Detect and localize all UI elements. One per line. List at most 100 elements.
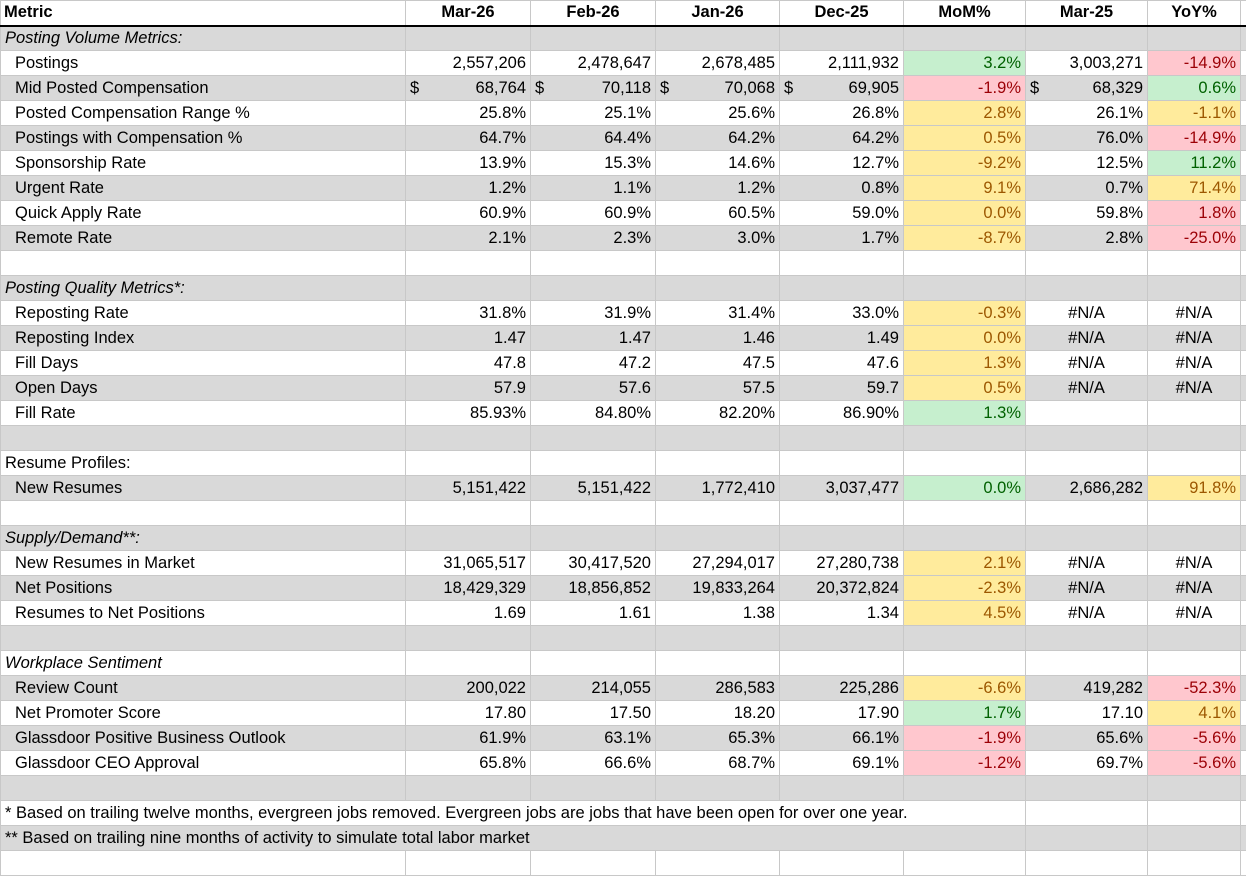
value-cell: 1.7%	[903, 700, 1026, 726]
value-cell: 31,065,517	[405, 550, 531, 576]
table-row: Glassdoor Positive Business Outlook 61.9%…	[0, 725, 1246, 751]
value-cell: 1.34	[779, 600, 904, 626]
metric-label: Net Positions	[0, 575, 406, 601]
currency-symbol: $	[535, 78, 545, 97]
empty-cell	[530, 850, 656, 876]
table-row: Urgent Rate 1.2% 1.1% 1.2% 0.8% 9.1% 0.7% 71.4%	[0, 175, 1246, 201]
value-cell: 64.7%	[405, 125, 531, 151]
empty-cell	[530, 500, 656, 526]
value-cell: -14.9%	[1147, 125, 1241, 151]
empty-cell	[1240, 600, 1246, 626]
value-text: 2.8%	[983, 103, 1021, 122]
table-row: Posting Volume Metrics:	[0, 25, 1246, 51]
value-cell: 0.7%	[1025, 175, 1148, 201]
table-row	[0, 850, 1246, 876]
value-text: 0.8%	[861, 178, 899, 197]
column-header: MoM%	[903, 0, 1026, 27]
value-cell: 60.5%	[655, 200, 780, 226]
value-cell: 64.2%	[779, 125, 904, 151]
value-text: 1.46	[742, 328, 775, 347]
value-cell: #N/A	[1147, 350, 1241, 376]
value-cell: 1.47	[405, 325, 531, 351]
empty-cell	[0, 500, 406, 526]
empty-cell	[1240, 225, 1246, 251]
value-text: 30,417,520	[568, 553, 651, 572]
value-text: 0.0%	[983, 478, 1021, 497]
value-text: 1.8%	[1198, 203, 1236, 222]
empty-cell	[1147, 250, 1241, 276]
value-cell: -25.0%	[1147, 225, 1241, 251]
empty-cell	[903, 425, 1026, 451]
value-text: -25.0%	[1183, 228, 1236, 247]
value-cell: 57.6	[530, 375, 656, 401]
value-cell: 0.0%	[903, 475, 1026, 501]
empty-cell	[1147, 825, 1241, 851]
value-text: 26.8%	[852, 103, 899, 122]
table-body: Posting Volume Metrics: Postings 2,557,206…	[0, 25, 1246, 876]
empty-cell	[1240, 700, 1246, 726]
empty-cell	[1240, 825, 1246, 851]
value-cell: 82.20%	[655, 400, 780, 426]
table-row: Open Days 57.9 57.6 57.5 59.7 0.5% #N/A #N/A	[0, 375, 1246, 401]
empty-cell	[1240, 50, 1246, 76]
value-cell: 1.46	[655, 325, 780, 351]
table-row: * Based on trailing twelve months, everg…	[0, 800, 1246, 826]
empty-cell	[1240, 250, 1246, 276]
value-cell: 18,429,329	[405, 575, 531, 601]
value-cell: -5.6%	[1147, 725, 1241, 751]
value-cell: 0.6%	[1147, 75, 1241, 101]
empty-cell	[1025, 425, 1148, 451]
empty-cell	[1025, 275, 1148, 301]
value-cell: 47.6	[779, 350, 904, 376]
value-cell: 1.69	[405, 600, 531, 626]
value-text: 225,286	[839, 678, 899, 697]
value-cell: -5.6%	[1147, 750, 1241, 776]
value-text: 60.9%	[604, 203, 651, 222]
value-cell: 0.8%	[779, 175, 904, 201]
empty-cell	[655, 25, 780, 51]
value-text: 68,329	[1092, 78, 1143, 97]
value-text: 1.49	[866, 328, 899, 347]
value-cell: 1.3%	[903, 350, 1026, 376]
column-header: Dec-25	[779, 0, 904, 27]
empty-cell	[779, 275, 904, 301]
value-cell: 66.6%	[530, 750, 656, 776]
value-cell: 1.38	[655, 600, 780, 626]
value-text: 20,372,824	[816, 578, 899, 597]
value-cell: 64.2%	[655, 125, 780, 151]
value-cell: #N/A	[1025, 600, 1148, 626]
value-text: 0.5%	[983, 378, 1021, 397]
section-label: Supply/Demand**:	[0, 525, 406, 551]
empty-cell	[1240, 125, 1246, 151]
empty-cell	[655, 850, 780, 876]
value-cell: #N/A	[1025, 550, 1148, 576]
value-cell: 0.0%	[903, 325, 1026, 351]
value-cell: 17.90	[779, 700, 904, 726]
empty-cell	[779, 250, 904, 276]
value-text: #N/A	[1068, 303, 1105, 322]
empty-cell	[1240, 350, 1246, 376]
value-text: 1.47	[618, 328, 651, 347]
value-text: -52.3%	[1183, 678, 1236, 697]
empty-cell	[1240, 25, 1246, 51]
column-header: Metric	[0, 0, 406, 27]
value-cell: 31.4%	[655, 300, 780, 326]
column-header: Mar-25	[1025, 0, 1148, 27]
table-row: Sponsorship Rate 13.9% 15.3% 14.6% 12.7% -9.2…	[0, 150, 1246, 176]
value-text: #N/A	[1175, 603, 1213, 622]
value-text: 18,429,329	[443, 578, 526, 597]
empty-cell	[779, 850, 904, 876]
value-cell: 76.0%	[1025, 125, 1148, 151]
value-cell: 47.8	[405, 350, 531, 376]
empty-cell	[1240, 175, 1246, 201]
empty-cell	[1147, 850, 1241, 876]
value-text: 25.6%	[728, 103, 775, 122]
value-cell: 64.4%	[530, 125, 656, 151]
empty-cell	[779, 775, 904, 801]
empty-cell	[1147, 275, 1241, 301]
value-text: #N/A	[1068, 553, 1105, 572]
value-text: 3.0%	[737, 228, 775, 247]
value-text: 9.1%	[983, 178, 1021, 197]
value-text: 1.61	[618, 603, 651, 622]
value-cell: -0.3%	[903, 300, 1026, 326]
